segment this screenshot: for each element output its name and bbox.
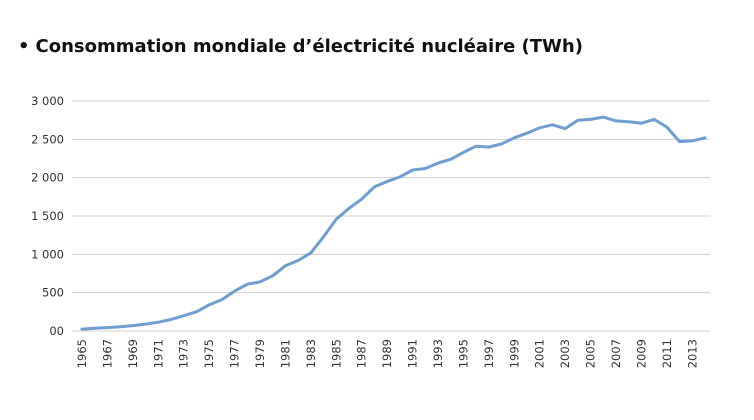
x-tick-label: 1993: [431, 339, 445, 368]
y-tick-label: 1 000: [31, 247, 64, 261]
gridlines: [72, 100, 710, 332]
x-tick-label: 1999: [507, 339, 521, 368]
y-tick-label: 2 000: [31, 171, 64, 185]
x-tick-label: 1981: [278, 339, 292, 368]
x-tick-label: 1977: [228, 339, 242, 368]
x-tick-label: 1995: [456, 339, 470, 368]
x-tick-label: 2013: [685, 339, 699, 368]
chart-title-text: Consommation mondiale d’électricité nucl…: [35, 36, 583, 57]
x-tick-label: 1975: [202, 339, 216, 368]
x-tick-label: 2007: [609, 339, 623, 368]
x-tick-label: 2003: [558, 339, 572, 368]
y-tick-label: 2 500: [31, 132, 64, 146]
x-tick-label: 1983: [304, 339, 318, 368]
y-tick-label: 500: [42, 286, 64, 300]
x-tick-label: 1971: [151, 339, 165, 368]
x-tick-label: 1973: [177, 339, 191, 368]
x-tick-label: 1969: [126, 339, 140, 368]
x-tick-label: 1997: [482, 339, 496, 368]
x-tick-label: 1965: [75, 339, 89, 368]
y-axis-ticks: 00 500 1 000 1 500 2 000 2 500 3 000: [31, 94, 64, 338]
x-tick-label: 1989: [380, 339, 394, 368]
x-tick-label: 1987: [355, 339, 369, 368]
x-tick-label: 1979: [253, 339, 267, 368]
x-tick-label: 1985: [329, 339, 343, 368]
x-tick-label: 2011: [660, 339, 674, 368]
x-tick-label: 1967: [100, 339, 114, 368]
series-group: [80, 115, 707, 331]
chart-title: • Consommation mondiale d’électricité nuc…: [18, 36, 583, 57]
x-tick-label: 1991: [406, 339, 420, 368]
x-tick-label: 2001: [533, 339, 547, 368]
x-axis-ticks: 1965 1967 1969 1971 1973 1975 1977 1979 1981 1983…: [75, 339, 699, 368]
x-tick-label: 2005: [584, 339, 598, 368]
x-tick-label: 2009: [634, 339, 648, 368]
title-bullet: •: [18, 36, 30, 57]
y-tick-label: 1 500: [31, 209, 64, 223]
y-tick-label: 00: [49, 324, 64, 338]
series-line: [80, 115, 707, 331]
y-tick-label: 3 000: [31, 94, 64, 108]
